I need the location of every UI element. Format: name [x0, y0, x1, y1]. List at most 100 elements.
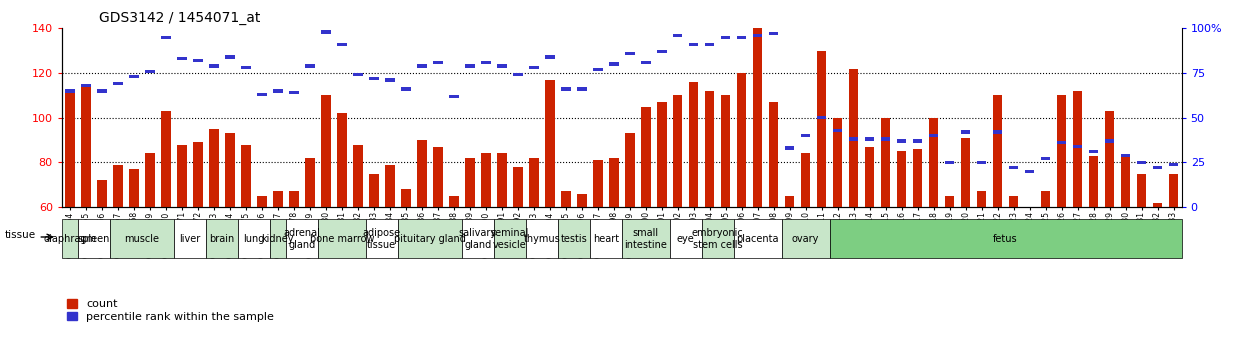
Text: placenta: placenta	[737, 234, 779, 244]
Bar	[257, 196, 267, 207]
Bar	[829, 219, 1182, 258]
Bar	[670, 219, 702, 258]
Bar	[1089, 150, 1099, 153]
Bar	[225, 55, 235, 59]
Bar	[1105, 139, 1115, 143]
Bar	[849, 69, 859, 207]
Bar	[257, 93, 267, 96]
Text: ovary: ovary	[792, 234, 819, 244]
Bar	[96, 180, 106, 207]
Bar	[656, 50, 666, 53]
Bar	[209, 129, 219, 207]
Bar	[353, 73, 362, 76]
Bar	[433, 147, 442, 207]
Bar	[561, 87, 571, 91]
Text: seminal
vesicle: seminal vesicle	[491, 228, 529, 250]
Bar	[449, 95, 459, 98]
Bar	[897, 151, 906, 207]
Text: adrenal
gland: adrenal gland	[283, 228, 320, 250]
Bar	[1073, 145, 1083, 148]
Text: embryonic
stem cells: embryonic stem cells	[692, 228, 744, 250]
Text: fetus: fetus	[994, 234, 1018, 244]
Bar	[400, 189, 410, 207]
Bar	[353, 144, 362, 207]
Text: kidney: kidney	[262, 234, 294, 244]
Bar	[1169, 173, 1178, 207]
Bar	[237, 219, 269, 258]
Text: eye: eye	[677, 234, 695, 244]
Bar	[305, 64, 314, 68]
Bar	[721, 95, 730, 207]
Bar	[370, 77, 378, 80]
Bar	[590, 219, 622, 258]
Bar	[833, 118, 843, 207]
Bar	[205, 219, 237, 258]
Bar	[849, 137, 859, 141]
Bar	[944, 161, 954, 164]
Bar	[577, 194, 587, 207]
Bar	[481, 154, 491, 207]
Bar	[1057, 141, 1067, 144]
Bar	[384, 165, 394, 207]
Bar	[913, 149, 922, 207]
Bar	[337, 113, 346, 207]
Bar	[976, 192, 986, 207]
Bar	[462, 219, 493, 258]
Bar	[112, 165, 122, 207]
Bar	[78, 219, 110, 258]
Bar	[960, 130, 970, 134]
Bar	[881, 118, 890, 207]
Bar	[1041, 192, 1051, 207]
Bar	[609, 62, 618, 66]
Bar	[433, 61, 442, 64]
Bar	[417, 64, 426, 68]
Bar	[913, 139, 922, 143]
Bar	[370, 173, 378, 207]
Bar	[481, 61, 491, 64]
Bar	[1009, 166, 1018, 170]
Bar	[817, 116, 827, 119]
Bar	[529, 158, 539, 207]
Bar	[976, 161, 986, 164]
Bar	[177, 57, 187, 61]
Bar	[817, 51, 827, 207]
Bar	[66, 89, 74, 92]
Bar	[753, 28, 763, 207]
Bar	[273, 192, 283, 207]
Bar	[656, 102, 666, 207]
Text: diaphragm: diaphragm	[43, 234, 96, 244]
Bar	[465, 64, 475, 68]
Text: brain: brain	[209, 234, 235, 244]
Bar	[513, 73, 523, 76]
Bar	[833, 129, 843, 132]
Bar	[305, 158, 314, 207]
Bar	[1121, 154, 1131, 157]
Text: spleen: spleen	[78, 234, 110, 244]
Bar	[318, 219, 366, 258]
Bar	[672, 34, 682, 37]
Bar	[193, 142, 203, 207]
Bar	[625, 52, 634, 55]
Text: adipose
tissue: adipose tissue	[362, 228, 400, 250]
Bar	[161, 111, 171, 207]
Bar	[82, 84, 90, 207]
Bar	[702, 219, 734, 258]
Bar	[993, 95, 1002, 207]
Bar	[145, 69, 154, 73]
Bar	[865, 147, 874, 207]
Bar	[960, 138, 970, 207]
Bar	[801, 134, 811, 137]
Bar	[625, 133, 634, 207]
Bar	[145, 154, 154, 207]
Bar	[497, 64, 507, 68]
Bar	[273, 89, 283, 92]
Bar	[609, 158, 618, 207]
Bar	[400, 87, 410, 91]
Text: testis: testis	[560, 234, 587, 244]
Bar	[497, 154, 507, 207]
Bar	[545, 55, 555, 59]
Bar	[96, 89, 106, 92]
Bar	[209, 64, 219, 68]
Bar	[734, 219, 781, 258]
Text: pituitary gland: pituitary gland	[394, 234, 466, 244]
